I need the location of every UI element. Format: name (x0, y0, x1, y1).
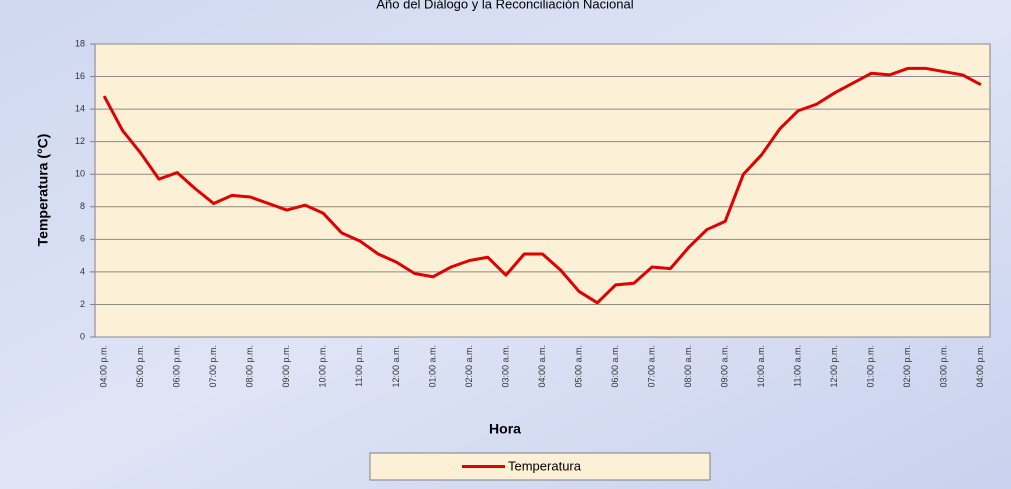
x-tick-label: 09:00 p.m. (281, 345, 291, 388)
x-tick-label: 10:00 a.m. (756, 345, 766, 388)
x-tick-label: 08:00 p.m. (245, 345, 255, 388)
x-tick-label: 04:00 p.m. (975, 345, 985, 388)
x-axis-label: Hora (489, 421, 521, 437)
y-tick-label: 10 (75, 169, 85, 179)
x-tick-label: 01:00 a.m. (427, 345, 437, 388)
x-tick-label: 03:00 a.m. (500, 345, 510, 388)
x-tick-label: 06:00 p.m. (172, 345, 182, 388)
x-tick-label: 12:00 a.m. (391, 345, 401, 388)
x-tick-label: 09:00 a.m. (720, 345, 730, 388)
x-tick-label: 05:00 a.m. (573, 345, 583, 388)
x-tick-label: 12:00 p.m. (829, 345, 839, 388)
x-tick-label: 11:00 a.m. (793, 345, 803, 387)
data-line (102, 66, 982, 305)
y-axis-label: Temperatura (°C) (35, 134, 51, 247)
x-tick-label: 05:00 p.m. (135, 345, 145, 388)
x-tick-label: 07:00 a.m. (646, 345, 656, 388)
x-tick-label: 04:00 p.m. (99, 345, 109, 388)
legend (369, 452, 711, 481)
y-tick-label: 6 (80, 234, 85, 244)
chart-title: Año del Diálogo y la Reconciliación Naci… (376, 0, 633, 11)
x-tick-label: 06:00 a.m. (610, 345, 620, 388)
y-tick-label: 12 (75, 136, 85, 146)
y-tick-label: 14 (75, 103, 85, 113)
x-tick-label: 07:00 p.m. (208, 345, 218, 388)
x-tick-label: 02:00 a.m. (464, 345, 474, 388)
x-tick-label: 04:00 a.m. (537, 345, 547, 388)
y-tick-label: 0 (80, 331, 85, 341)
y-tick-label: 16 (75, 71, 85, 81)
x-tick-label: 11:00 p.m. (354, 345, 364, 387)
x-tick-label: 01:00 p.m. (866, 345, 876, 388)
x-tick-label: 03:00 p.m. (939, 345, 949, 388)
y-tick-label: 4 (80, 266, 85, 276)
plot-area (94, 43, 991, 338)
x-tick-label: 08:00 a.m. (683, 345, 693, 388)
y-tick-label: 2 (80, 299, 85, 309)
x-tick-label: 10:00 p.m. (318, 345, 328, 388)
x-tick-label: 02:00 p.m. (902, 345, 912, 388)
y-tick-label: 18 (75, 38, 85, 48)
y-tick-label: 8 (80, 201, 85, 211)
legend-label: Temperatura (508, 458, 582, 473)
